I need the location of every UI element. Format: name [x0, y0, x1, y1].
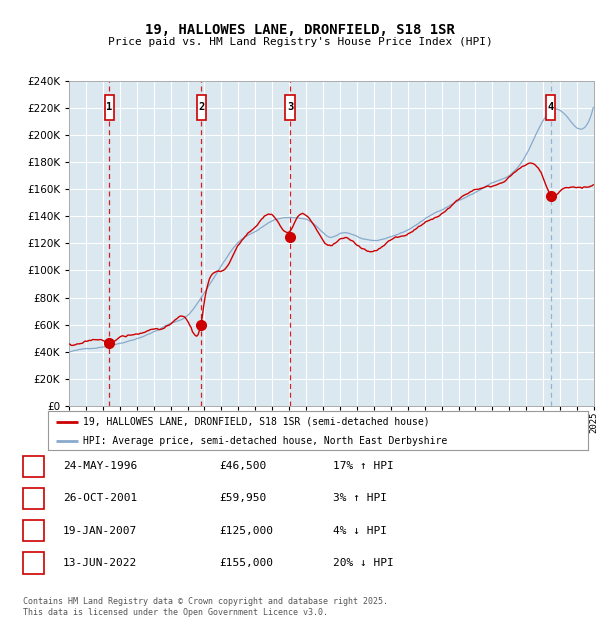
Text: 3% ↑ HPI: 3% ↑ HPI [333, 494, 387, 503]
Text: 19-JAN-2007: 19-JAN-2007 [63, 526, 137, 536]
Text: 4: 4 [30, 558, 37, 568]
Text: 26-OCT-2001: 26-OCT-2001 [63, 494, 137, 503]
Text: 2: 2 [30, 494, 37, 503]
Text: £46,500: £46,500 [219, 461, 266, 471]
Text: £155,000: £155,000 [219, 558, 273, 568]
Text: 17% ↑ HPI: 17% ↑ HPI [333, 461, 394, 471]
Text: £59,950: £59,950 [219, 494, 266, 503]
FancyBboxPatch shape [105, 95, 114, 120]
FancyBboxPatch shape [197, 95, 206, 120]
FancyBboxPatch shape [546, 95, 556, 120]
FancyBboxPatch shape [286, 95, 295, 120]
Text: 24-MAY-1996: 24-MAY-1996 [63, 461, 137, 471]
Text: £125,000: £125,000 [219, 526, 273, 536]
Text: 3: 3 [287, 102, 293, 112]
Text: 13-JUN-2022: 13-JUN-2022 [63, 558, 137, 568]
Text: 3: 3 [30, 526, 37, 536]
Text: Price paid vs. HM Land Registry's House Price Index (HPI): Price paid vs. HM Land Registry's House … [107, 37, 493, 47]
Text: 4: 4 [548, 102, 554, 112]
Text: 1: 1 [106, 102, 113, 112]
Text: 1: 1 [30, 461, 37, 471]
Text: 19, HALLOWES LANE, DRONFIELD, S18 1SR (semi-detached house): 19, HALLOWES LANE, DRONFIELD, S18 1SR (s… [83, 417, 430, 427]
Text: Contains HM Land Registry data © Crown copyright and database right 2025.
This d: Contains HM Land Registry data © Crown c… [23, 598, 388, 617]
Text: 2: 2 [199, 102, 205, 112]
Text: 19, HALLOWES LANE, DRONFIELD, S18 1SR: 19, HALLOWES LANE, DRONFIELD, S18 1SR [145, 23, 455, 37]
Text: 20% ↓ HPI: 20% ↓ HPI [333, 558, 394, 568]
Text: HPI: Average price, semi-detached house, North East Derbyshire: HPI: Average price, semi-detached house,… [83, 436, 448, 446]
Text: 4% ↓ HPI: 4% ↓ HPI [333, 526, 387, 536]
